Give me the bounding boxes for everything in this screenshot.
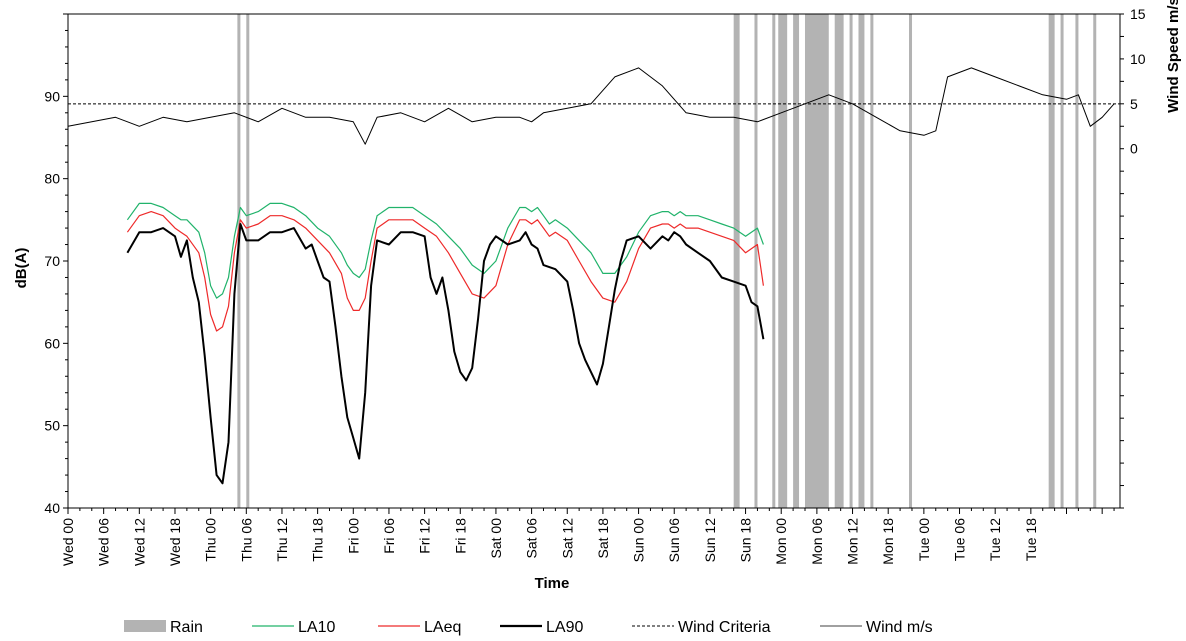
y2-tick-label: 5 <box>1130 96 1138 112</box>
rain-bar-15 <box>1075 14 1079 508</box>
y2-tick-label: 15 <box>1130 6 1146 22</box>
legend-laeq-label: LAeq <box>424 619 461 636</box>
legend-wind-criteria-label: Wind Criteria <box>678 619 771 636</box>
rain-bar-1 <box>246 14 250 508</box>
x-tick-label: Sat 18 <box>595 518 611 559</box>
y-tick-label: 40 <box>44 500 60 516</box>
x-tick-label: Mon 12 <box>845 518 861 565</box>
legend-wind-m-s-label: Wind m/s <box>866 619 933 636</box>
x-tick-label: Wed 00 <box>60 518 76 566</box>
x-tick-label: Sun 18 <box>738 518 754 563</box>
y-tick-label: 80 <box>44 171 60 187</box>
rain-bar-5 <box>778 14 788 508</box>
rain-bar-9 <box>849 14 853 508</box>
x-tick-label: Sun 06 <box>666 518 682 563</box>
rain-bar-0 <box>237 14 241 508</box>
y-tick-label: 50 <box>44 418 60 434</box>
rain-bars <box>237 14 1097 508</box>
y-tick-label: 90 <box>44 88 60 104</box>
y2-tick-label: 10 <box>1130 51 1146 67</box>
x-tick-label: Thu 06 <box>238 518 254 562</box>
legend-rain-label: Rain <box>170 619 203 636</box>
x-tick-label: Sat 12 <box>559 518 575 559</box>
x-tick-label: Wed 06 <box>96 518 112 566</box>
x-tick-label: Fri 06 <box>381 518 397 554</box>
series-la90 <box>126 223 765 485</box>
y-tick-label: 70 <box>44 253 60 269</box>
axes: 40 50 60 70 80 90 0 5 10 15 Wed 00 Wed 06 Wed 12 Wed … <box>44 6 1145 566</box>
x-tick-label: Tue 00 <box>916 518 932 561</box>
x-tick-label: Mon 00 <box>773 518 789 565</box>
rain-bar-10 <box>858 14 865 508</box>
rain-bar-8 <box>834 14 844 508</box>
y-axis-title: dB(A) <box>13 248 30 289</box>
x-tick-label: Mon 18 <box>880 518 896 565</box>
legend-la10-label: LA10 <box>298 619 335 636</box>
series-la10 <box>126 202 764 299</box>
rain-bar-14 <box>1060 14 1064 508</box>
rain-bar-7 <box>804 14 829 508</box>
x-tick-label: Thu 12 <box>274 518 290 562</box>
rain-bar-2 <box>733 14 740 508</box>
y-tick-label: 60 <box>44 335 60 351</box>
legend-rain: Rain <box>124 619 203 636</box>
x-tick-label: Sun 12 <box>702 518 718 563</box>
y2-tick-label: 0 <box>1130 141 1138 157</box>
x-tick-label: Tue 18 <box>1023 518 1039 561</box>
legend-wind-criteria: Wind Criteria <box>632 619 771 636</box>
x-tick-label: Fri 00 <box>345 518 361 554</box>
legend: Rain LA10 LAeq LA90 Wind Criteria Wind m/s <box>124 619 933 636</box>
series-laeq <box>126 211 764 332</box>
x-tick-label: Thu 18 <box>310 518 326 562</box>
x-tick-label: Wed 18 <box>167 518 183 566</box>
series-wind-m-s <box>67 67 1115 145</box>
legend-rain-swatch <box>124 620 166 632</box>
x-tick-label: Tue 12 <box>987 518 1003 561</box>
x-tick-label: Sat 06 <box>524 518 540 559</box>
rain-bar-3 <box>754 14 758 508</box>
legend-la90: LA90 <box>500 619 583 636</box>
series-lines <box>67 67 1120 485</box>
rain-bar-16 <box>1093 14 1097 508</box>
legend-wind-m-s: Wind m/s <box>820 619 933 636</box>
x-tick-label: Thu 00 <box>203 518 219 562</box>
x-tick-label: Fri 18 <box>452 518 468 554</box>
x-tick-label: Wed 12 <box>131 518 147 566</box>
rain-bar-11 <box>870 14 874 508</box>
rain-bar-13 <box>1048 14 1055 508</box>
x-tick-label: Sun 00 <box>631 518 647 563</box>
x-tick-label: Fri 12 <box>417 518 433 554</box>
x-axis-title: Time <box>535 575 570 592</box>
legend-la10: LA10 <box>252 619 335 636</box>
x-tick-label: Mon 06 <box>809 518 825 565</box>
y2-axis-title: Wind Speed m/s <box>1165 0 1182 113</box>
legend-la90-label: LA90 <box>546 619 583 636</box>
rain-bar-4 <box>772 14 776 508</box>
rain-bar-12 <box>909 14 913 508</box>
legend-laeq: LAeq <box>378 619 461 636</box>
x-tick-label: Sat 00 <box>488 518 504 559</box>
x-tick-label: Tue 06 <box>952 518 968 561</box>
rain-bar-6 <box>793 14 800 508</box>
